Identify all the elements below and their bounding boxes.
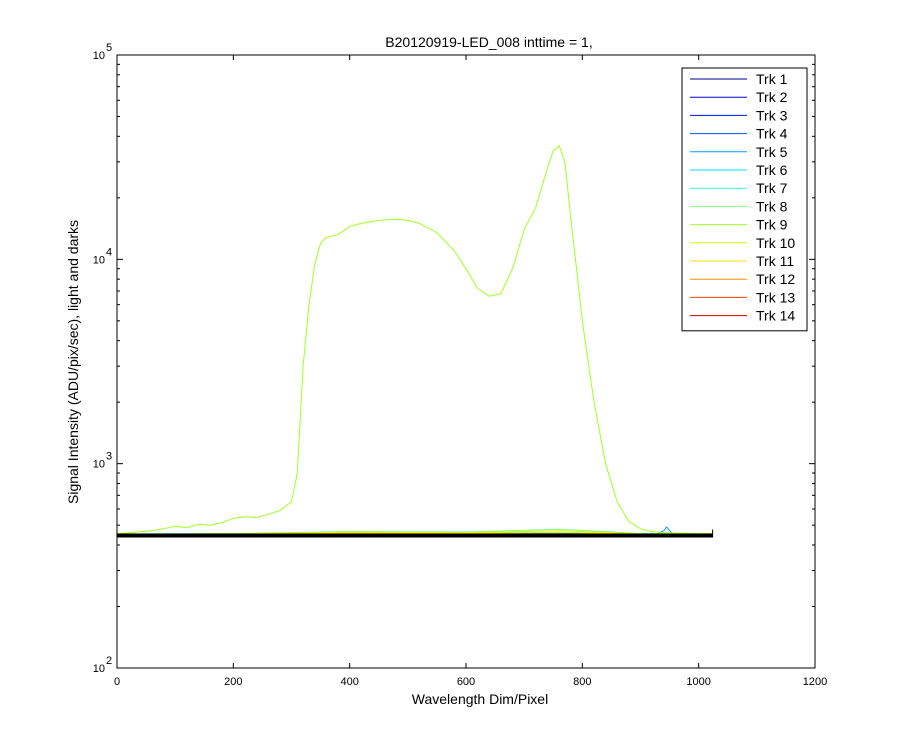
legend-label: Trk 12 [756, 271, 795, 287]
legend-label: Trk 10 [756, 235, 795, 251]
legend-label: Trk 14 [756, 308, 795, 324]
legend-label: Trk 1 [756, 71, 788, 87]
y-tick-label-base: 10 [93, 254, 105, 266]
y-tick-label-base: 10 [93, 459, 105, 471]
legend-label: Trk 8 [756, 198, 788, 214]
y-tick-label-base: 10 [93, 663, 105, 675]
chart-title: B20120919-LED_008 inttime = 1, [385, 34, 592, 50]
legend-label: Trk 11 [756, 253, 794, 269]
y-axis-label: Signal Intensity (ADU/pix/sec), light an… [65, 220, 81, 504]
x-tick-label: 800 [573, 676, 591, 688]
legend-label: Trk 6 [756, 162, 788, 178]
y-tick-label-exponent: 4 [106, 246, 112, 258]
legend-label: Trk 9 [756, 217, 788, 233]
legend-label: Trk 5 [756, 144, 788, 160]
x-tick-label: 1000 [686, 676, 710, 688]
legend-label: Trk 13 [756, 289, 795, 305]
x-tick-label: 600 [457, 676, 475, 688]
y-tick-label-base: 10 [93, 50, 105, 62]
y-tick-label-exponent: 5 [106, 42, 112, 54]
x-axis-label: Wavelength Dim/Pixel [412, 691, 548, 707]
legend-label: Trk 2 [756, 89, 788, 105]
x-tick-label: 400 [340, 676, 358, 688]
y-tick-label-exponent: 2 [106, 655, 112, 667]
legend-box [681, 67, 808, 332]
y-tick-label-exponent: 3 [106, 451, 112, 463]
legend-label: Trk 7 [756, 180, 788, 196]
series-layer [116, 145, 714, 538]
x-tick-label: 1200 [803, 676, 827, 688]
x-tick-label: 0 [114, 676, 120, 688]
legend-label: Trk 4 [756, 126, 788, 142]
legend: Trk 1 Trk 2 Trk 3 Trk 4 Trk 5 Trk 6 Trk 7 Trk 8… [681, 67, 808, 332]
series-line-trk-9 [116, 145, 713, 534]
legend-label: Trk 3 [756, 107, 788, 123]
x-tick-label: 200 [224, 676, 242, 688]
x-axis: 0 200 400 600 800 1000 1200 [114, 55, 827, 688]
